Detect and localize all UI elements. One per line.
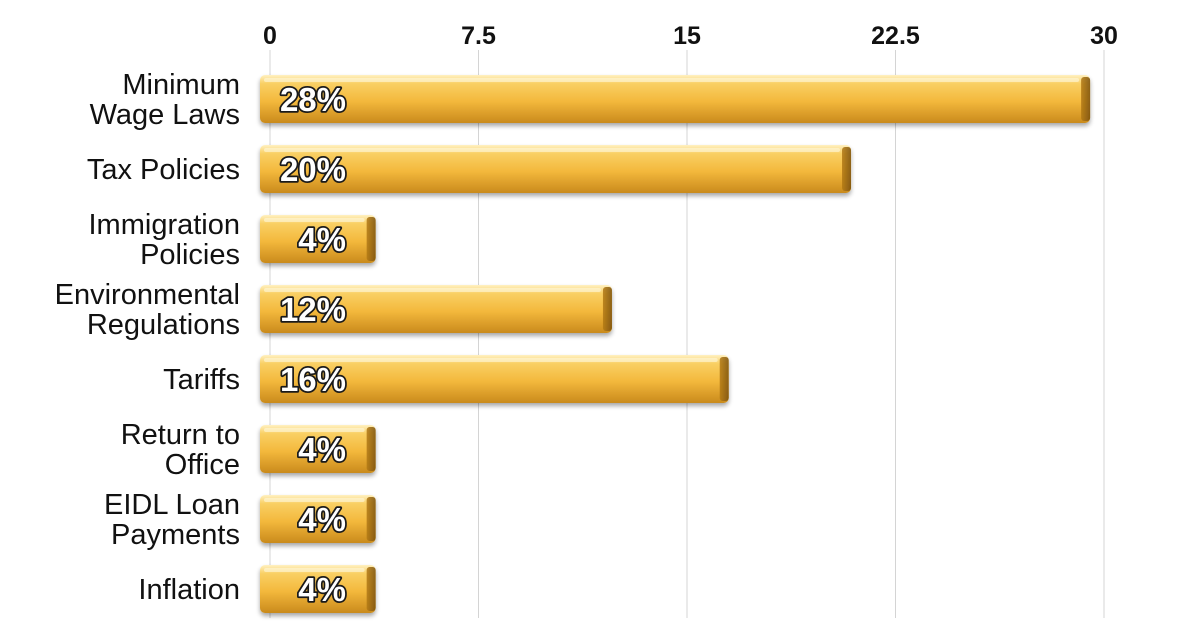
x-tick-label: 15 xyxy=(673,22,701,50)
category-label-line: Tax Policies xyxy=(87,154,240,186)
data-label: 4% xyxy=(298,501,346,538)
category-label: Environmental Regulations xyxy=(55,279,240,341)
category-label-line: Tariffs xyxy=(163,364,240,396)
bar-body xyxy=(260,565,376,613)
bar-end-cap xyxy=(719,357,729,401)
x-tick-label: 0 xyxy=(263,22,277,50)
bar xyxy=(260,145,852,193)
bar-highlight xyxy=(264,288,601,292)
category-label: EIDL Loan Payments xyxy=(104,489,240,551)
bar-end-cap xyxy=(602,287,612,331)
bar-body xyxy=(260,215,376,263)
category-label-line: Inflation xyxy=(138,574,240,606)
bar-highlight xyxy=(264,428,365,432)
category-label-line: Office xyxy=(165,449,240,481)
data-label: 20% xyxy=(280,151,346,188)
category-label-line: Payments xyxy=(111,519,240,551)
bar-highlight xyxy=(264,148,841,152)
data-labels: 28% 20% 4% 12% 16% 4% 4% 4% xyxy=(278,79,348,610)
bar-body xyxy=(260,425,376,473)
bar-body xyxy=(260,355,729,403)
bar-end-cap xyxy=(1081,77,1091,121)
category-label-line: Wage Laws xyxy=(90,99,240,131)
category-label-line: Immigration xyxy=(89,209,241,241)
x-tick-label: 7.5 xyxy=(461,22,496,50)
data-label: 16% xyxy=(280,361,346,398)
bar-body xyxy=(260,495,376,543)
bar xyxy=(260,565,376,613)
data-label: 4% xyxy=(298,221,346,258)
x-tick-label: 30 xyxy=(1090,22,1118,50)
category-label-line: Regulations xyxy=(87,309,240,341)
category-label: Tax Policies xyxy=(87,154,240,186)
bar-highlight xyxy=(264,218,365,222)
category-label-line: Return to xyxy=(121,419,240,451)
category-label: Inflation xyxy=(138,574,240,606)
category-label-line: EIDL Loan xyxy=(104,489,240,521)
bar xyxy=(260,355,729,403)
bar-body xyxy=(260,75,1091,123)
bar xyxy=(260,285,612,333)
bar-end-cap xyxy=(366,567,376,611)
bar-end-cap xyxy=(366,217,376,261)
bars xyxy=(260,75,1091,613)
bar-end-cap xyxy=(366,427,376,471)
x-tick-label: 22.5 xyxy=(871,22,920,50)
data-label: 4% xyxy=(298,431,346,468)
gridlines xyxy=(269,50,1105,618)
category-label-line: Environmental xyxy=(55,279,240,311)
data-label: 4% xyxy=(298,571,346,608)
bar-end-cap xyxy=(842,147,852,191)
bar-body xyxy=(260,145,852,193)
bar xyxy=(260,215,376,263)
bar-highlight xyxy=(264,498,365,502)
bar xyxy=(260,495,376,543)
data-label: 12% xyxy=(280,291,346,328)
category-label-line: Minimum xyxy=(122,69,240,101)
x-axis-ticks: 0 7.5 15 22.5 30 xyxy=(263,22,1118,50)
category-label: Immigration Policies xyxy=(89,209,241,271)
bar-highlight xyxy=(264,78,1080,82)
bar xyxy=(260,75,1091,123)
category-label: Minimum Wage Laws xyxy=(90,69,240,131)
category-label: Return to Office xyxy=(121,419,240,481)
bar-body xyxy=(260,285,612,333)
bar-end-cap xyxy=(366,497,376,541)
category-label-line: Policies xyxy=(140,239,240,271)
bar-highlight xyxy=(264,568,365,572)
bar xyxy=(260,425,376,473)
category-label: Tariffs xyxy=(163,364,240,396)
bar-highlight xyxy=(264,358,718,362)
data-label: 28% xyxy=(280,81,346,118)
